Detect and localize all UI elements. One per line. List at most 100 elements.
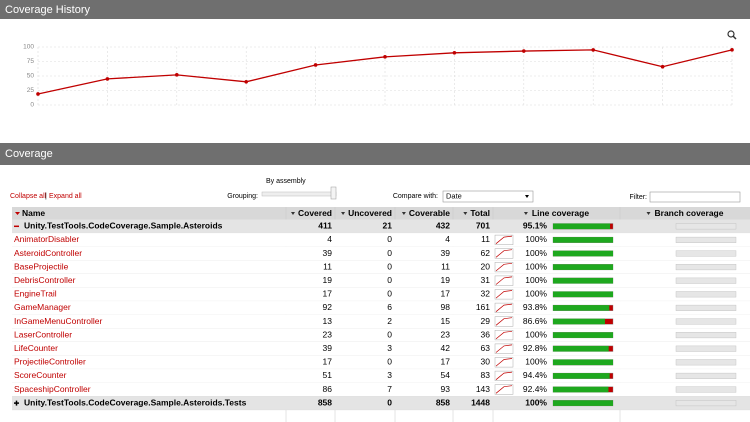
class-row [12,355,750,370]
coverage-bar [553,400,613,406]
cell-uncovered: 0 [387,248,392,258]
history-point [660,64,665,69]
class-name[interactable]: BaseProjectile [14,261,69,271]
coverage-bar [553,250,613,257]
history-sparkline [494,357,514,368]
cell-coverable: 858 [436,397,450,407]
table-header-bg [12,207,750,220]
sort-icon [341,212,346,215]
line-coverage-label: 100% [525,248,547,258]
line-coverage-label: 100% [525,261,547,271]
history-point [452,51,457,55]
expand-all[interactable]: Expand all [49,193,82,200]
history-sparkline [494,302,514,313]
class-row [12,260,750,274]
coverage-bar [553,318,605,325]
history-sparkline [494,234,514,245]
cell-uncovered: 0 [387,357,392,367]
line-coverage-label: 93.8% [523,302,548,312]
zoom-icon[interactable] [727,30,737,40]
cell-total: 62 [481,248,491,258]
cell-uncovered: 0 [387,275,392,285]
class-row [12,314,750,329]
coverage-bar [553,264,613,270]
class-name[interactable]: DebrisController [14,275,76,285]
coverage-header [0,143,750,165]
sparkline-line [495,249,513,258]
class-name[interactable]: ProjectileController [14,357,86,367]
class-name[interactable]: AnimatorDisabler [14,234,79,244]
class-name[interactable]: SpaceshipController [14,384,91,394]
grouping-slider[interactable] [261,191,337,197]
cell-total: 30 [481,357,491,367]
class-row [12,233,750,247]
filter-label: Filter: [630,194,648,201]
column-header[interactable]: Name [22,208,45,218]
column-header[interactable]: Line coverage [532,208,589,218]
sparkline-line [495,330,513,340]
assembly-name[interactable]: Unity.TestTools.CodeCoverage.Sample.Aste… [24,397,247,407]
cell-covered: 11 [323,261,332,271]
sparkline-line [495,358,513,367]
collapse-all[interactable]: Collapse all [10,193,47,200]
cell-total: 701 [476,221,490,231]
class-name[interactable]: EngineTrail [14,289,57,299]
cell-coverable: 19 [441,275,451,285]
branch-bar [675,223,737,230]
history-point [730,48,734,52]
history-sparkline [494,248,514,259]
assembly-row [12,219,750,234]
branch-bar [675,291,737,298]
column-header[interactable]: Coverable [409,208,450,218]
branch-bar [675,359,737,366]
cell-uncovered: 3 [387,343,392,353]
history-title: Coverage History [5,4,90,16]
cell-coverable: 23 [441,329,451,339]
coverage-bar [553,332,613,338]
column-header[interactable]: Total [470,208,490,218]
branch-bar [675,400,737,407]
filter-input[interactable] [649,191,741,203]
cell-total: 161 [476,302,490,312]
assembly-name[interactable]: Unity.TestTools.CodeCoverage.Sample.Aste… [24,221,223,231]
line-coverage-label: 100% [525,357,547,367]
coverage-bar [553,359,613,366]
cell-coverable: 11 [441,261,450,271]
branch-bar [675,304,737,311]
class-row [12,382,750,397]
compare-select[interactable] [442,190,534,203]
grouping-value: By assembly [266,178,306,185]
history-point [522,49,526,53]
coverage-bar [553,277,613,284]
slider-thumb[interactable] [330,186,337,200]
coverage-bar [553,373,610,379]
sort-icon [646,212,651,215]
branch-bar [675,332,737,339]
grouping-label: Grouping: [227,193,258,200]
class-name[interactable]: LifeCounter [14,343,58,353]
class-name[interactable]: InGameMenuController [14,316,103,326]
coverage-bar [553,223,611,230]
cell-total: 32 [481,289,491,299]
line-coverage-label: 100% [525,329,547,339]
cell-total: 20 [481,261,491,271]
line-coverage-label: 100% [525,289,547,299]
class-name[interactable]: AsteroidController [14,248,82,258]
column-header[interactable]: Covered [298,208,332,218]
cell-uncovered: 0 [387,329,392,339]
class-name[interactable]: LaserController [14,329,72,339]
cell-total: 143 [476,384,490,394]
class-name[interactable]: ScoreCounter [14,370,67,380]
line-coverage-label: 100% [525,275,547,285]
class-name[interactable]: GameManager [14,302,71,312]
history-header [0,0,750,19]
column-header[interactable]: Branch coverage [655,208,724,218]
cell-uncovered: 0 [387,397,392,407]
cell-coverable: 42 [441,343,451,353]
line-coverage-label: 92.8% [523,343,548,353]
branch-bar [675,236,737,243]
cell-uncovered: 0 [387,261,392,271]
cell-coverable: 17 [441,289,451,299]
column-header[interactable]: Uncovered [348,208,392,218]
history-sparkline [494,370,514,381]
